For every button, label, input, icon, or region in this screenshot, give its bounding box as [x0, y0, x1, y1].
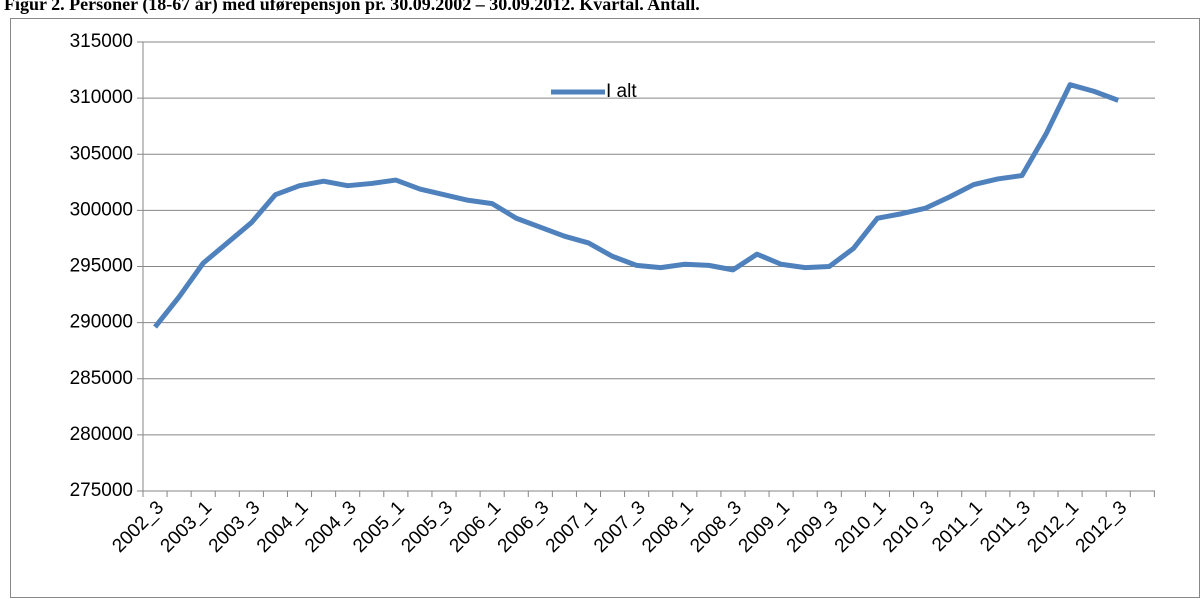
chart-title: Figur 2. Personer (18-67 år) med uførepe…: [4, 0, 700, 15]
x-tick-label: 2006_3: [494, 497, 554, 557]
x-tick-label: 2009_1: [735, 497, 795, 557]
x-tick-label: 2008_3: [686, 497, 746, 557]
x-tick-label: 2003_3: [205, 497, 265, 557]
x-tick-label: 2004_1: [253, 497, 313, 557]
x-tick-label: 2005_1: [349, 497, 409, 557]
y-tick-label: 280000: [70, 424, 133, 445]
x-tick-label: 2009_3: [783, 497, 843, 557]
x-tick-label: 2002_3: [108, 497, 168, 557]
x-tick-label: 2012_1: [1023, 497, 1083, 557]
x-tick-label: 2003_1: [157, 497, 217, 557]
x-tick-label: 2007_1: [542, 497, 602, 557]
y-tick-label: 275000: [70, 480, 133, 501]
x-tick-label: 2005_3: [397, 497, 457, 557]
x-tick-label: 2010_3: [879, 497, 939, 557]
chart-border: [10, 18, 1200, 598]
x-tick-label: 2012_3: [1072, 497, 1132, 557]
x-tick-label: 2011_1: [928, 497, 987, 556]
y-tick-label: 295000: [70, 256, 133, 277]
y-tick-label: 285000: [70, 368, 133, 389]
legend-label: I alt: [606, 81, 637, 102]
x-tick-label: 2010_1: [831, 497, 891, 557]
x-tick-label: 2007_3: [590, 497, 650, 557]
y-tick-label: 290000: [70, 312, 133, 333]
line-series: [153, 82, 1120, 329]
y-tick-label: 305000: [70, 143, 133, 164]
y-tick-label: 300000: [70, 199, 133, 220]
x-tick-label: 2011_3: [976, 497, 1035, 556]
y-tick-label: 310000: [70, 87, 133, 108]
x-tick-label: 2004_3: [301, 497, 361, 557]
x-tick-label: 2006_1: [446, 497, 506, 557]
x-tick-label: 2008_1: [638, 497, 698, 557]
y-tick-label: 315000: [70, 31, 133, 52]
